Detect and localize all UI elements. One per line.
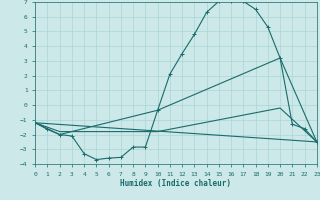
X-axis label: Humidex (Indice chaleur): Humidex (Indice chaleur) [121,179,231,188]
